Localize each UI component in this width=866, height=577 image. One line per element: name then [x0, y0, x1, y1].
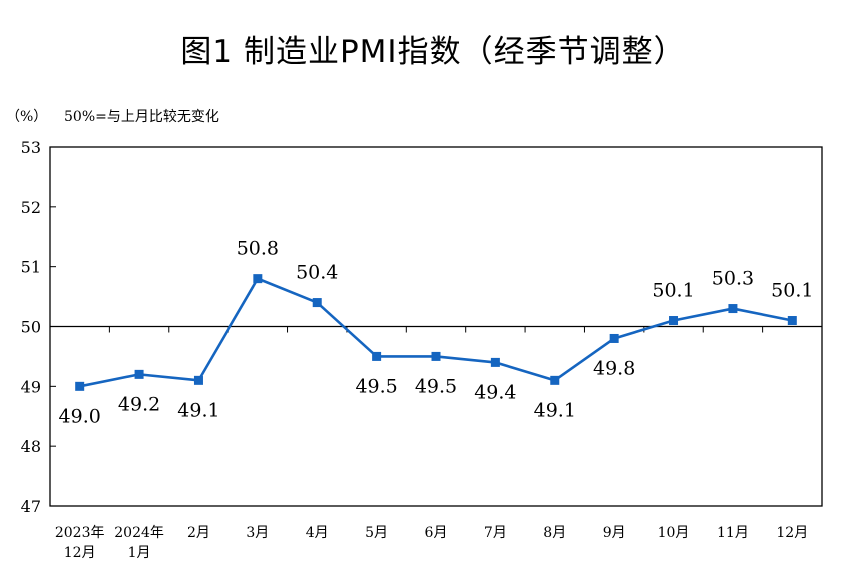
data-label: 50.8: [237, 238, 279, 260]
y-tick-label: 48: [21, 437, 41, 456]
data-point: [490, 357, 500, 367]
data-point: [253, 274, 263, 284]
data-point: [312, 298, 322, 308]
y-tick-label: 53: [21, 138, 41, 157]
x-tick-label: 11月: [717, 525, 749, 541]
data-label: 49.0: [59, 405, 101, 427]
x-tick-label: 2024年: [114, 525, 164, 541]
y-axis-unit: （%）: [6, 109, 48, 125]
data-point: [728, 304, 738, 314]
x-tick-label: 4月: [306, 525, 329, 541]
x-tick-label: 3月: [246, 525, 269, 541]
data-point: [431, 351, 441, 361]
data-point: [669, 316, 679, 326]
y-tick-label: 50: [21, 318, 41, 337]
chart-title: 图1 制造业PMI指数（经季节调整）: [180, 34, 686, 70]
y-tick-label: 47: [21, 497, 41, 516]
y-tick-label: 49: [21, 377, 41, 396]
x-tick-label: 7月: [484, 525, 507, 541]
data-label: 50.3: [712, 268, 754, 290]
data-label: 50.1: [652, 280, 694, 302]
chart-note: 50%=与上月比较无变化: [64, 109, 219, 125]
data-label: 50.1: [771, 280, 813, 302]
x-tick-label: 10月: [658, 525, 690, 541]
x-tick-label: 2023年: [55, 525, 105, 541]
data-label: 49.8: [593, 357, 635, 379]
data-point: [75, 381, 85, 391]
x-tick-label: 12月: [64, 545, 96, 561]
data-label: 49.4: [474, 381, 516, 403]
x-tick-label: 8月: [543, 525, 566, 541]
x-tick-label: 12月: [776, 525, 808, 541]
x-tick-label: 2月: [187, 525, 210, 541]
data-point: [550, 375, 560, 385]
data-point: [372, 351, 382, 361]
y-tick-label: 52: [21, 198, 41, 217]
data-label: 49.1: [534, 399, 576, 421]
data-point: [134, 369, 144, 379]
x-tick-label: 5月: [365, 525, 388, 541]
data-label: 49.1: [177, 399, 219, 421]
x-tick-label: 6月: [425, 525, 448, 541]
data-label: 50.4: [296, 262, 338, 284]
y-tick-label: 51: [21, 258, 41, 277]
data-point: [609, 333, 619, 343]
x-tick-label: 1月: [128, 545, 151, 561]
data-label: 49.2: [118, 393, 160, 415]
data-point: [193, 375, 203, 385]
x-tick-label: 9月: [603, 525, 626, 541]
data-point: [787, 316, 797, 326]
data-label: 49.5: [415, 375, 457, 397]
data-label: 49.5: [355, 375, 397, 397]
